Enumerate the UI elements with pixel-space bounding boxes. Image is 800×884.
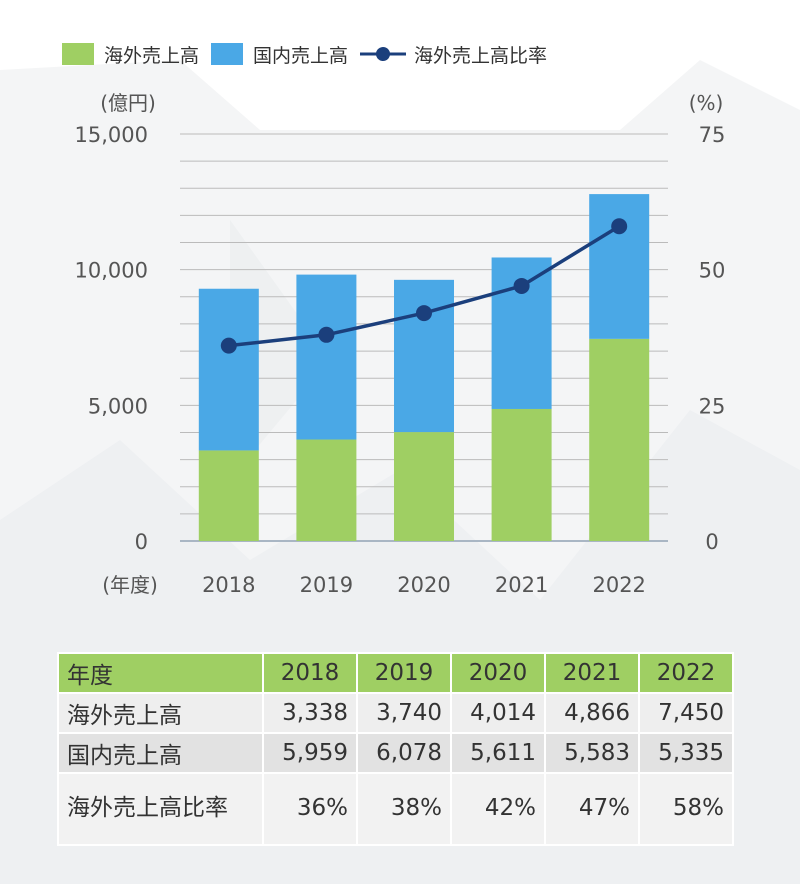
table-row: 海外売上高比率 36% 38% 42% 47% 58% — [57, 772, 734, 846]
bar-domestic — [589, 194, 650, 339]
bar-overseas — [394, 432, 454, 541]
table-header-year: 2018 — [262, 652, 358, 694]
table-cell: 5,335 — [638, 732, 734, 774]
table-cell: 7,450 — [638, 692, 734, 734]
table-cell: 42% — [450, 772, 546, 846]
bar-overseas — [198, 450, 259, 541]
bar-overseas — [589, 338, 650, 541]
table-cell: 5,583 — [544, 732, 640, 774]
table-row-label: 海外売上高 — [57, 692, 264, 734]
y-axis-label-left: (億円) — [100, 91, 156, 115]
table-row: 海外売上高 3,338 3,740 4,014 4,866 7,450 — [57, 692, 734, 734]
legend-swatch-ratio — [360, 47, 407, 61]
ratio-point — [513, 277, 530, 294]
y-tick-label-left: 5,000 — [88, 394, 148, 418]
y-tick-label-right: 75 — [699, 123, 726, 147]
table-cell: 4,014 — [450, 692, 546, 734]
legend-label-ratio: 海外売上高比率 — [414, 44, 548, 67]
x-axis-label: (年度) — [102, 573, 158, 597]
legend-item-ratio: 海外売上高比率 — [360, 41, 547, 68]
ratio-point — [318, 326, 335, 343]
x-tick-label: 2021 — [495, 573, 548, 597]
ratio-point — [416, 305, 432, 322]
bar-overseas — [491, 408, 552, 541]
legend-label-domestic: 国内売上高 — [253, 44, 349, 67]
legend-item-overseas: 海外売上高 — [62, 41, 199, 68]
legend-swatch-domestic — [211, 43, 244, 65]
y-axis-label-right: (%) — [689, 91, 724, 115]
x-tick-label: 2020 — [397, 573, 450, 597]
y-tick-label-left: 15,000 — [75, 123, 148, 147]
table-header-year: 2020 — [450, 652, 546, 694]
sales-data-table: 年度 2018 2019 2020 2021 2022 海外売上高 3,338 … — [57, 652, 734, 846]
chart-legend: 海外売上高 国内売上高 海外売上高比率 — [62, 40, 559, 68]
table-cell: 58% — [638, 772, 734, 846]
table-cell: 47% — [544, 772, 640, 846]
bar-domestic — [296, 274, 357, 440]
x-tick-label: 2019 — [300, 573, 353, 597]
table-cell: 6,078 — [356, 732, 452, 774]
legend-swatch-overseas — [62, 43, 94, 65]
table-cell: 38% — [356, 772, 452, 846]
y-tick-label-left: 10,000 — [75, 259, 148, 283]
table-cell: 5,959 — [262, 732, 358, 774]
table-cell: 4,866 — [544, 692, 640, 734]
table-cell: 36% — [262, 772, 358, 846]
table-row: 国内売上高 5,959 6,078 5,611 5,583 5,335 — [57, 732, 734, 774]
table-header-label: 年度 — [57, 652, 264, 694]
table-row-label: 海外売上高比率 — [57, 772, 264, 846]
table-header-row: 年度 2018 2019 2020 2021 2022 — [57, 652, 734, 694]
table-header-year: 2021 — [544, 652, 640, 694]
ratio-point — [611, 218, 628, 235]
y-tick-label-right: 50 — [699, 259, 726, 283]
table-header-year: 2022 — [638, 652, 734, 694]
table-cell: 3,338 — [262, 692, 358, 734]
bar-overseas — [296, 439, 357, 541]
legend-label-overseas: 海外売上高 — [104, 44, 200, 67]
bar-domestic — [394, 279, 454, 433]
table-cell: 5,611 — [450, 732, 546, 774]
table-header-year: 2019 — [356, 652, 452, 694]
legend-item-domestic: 国内売上高 — [211, 41, 348, 68]
bar-domestic — [198, 288, 259, 451]
y-tick-label-left: 0 — [135, 530, 148, 554]
y-tick-label-right: 25 — [699, 394, 726, 418]
sales-chart: 0 5,000 10,000 15,000 0 25 50 75 (億円) (%) (年度) 2018… — [75, 91, 726, 597]
y-tick-label-right: 0 — [705, 530, 718, 554]
table-cell: 3,740 — [356, 692, 452, 734]
ratio-point — [220, 337, 237, 354]
table-row-label: 国内売上高 — [57, 732, 264, 774]
x-tick-label: 2022 — [592, 573, 645, 597]
x-tick-label: 2018 — [202, 573, 255, 597]
